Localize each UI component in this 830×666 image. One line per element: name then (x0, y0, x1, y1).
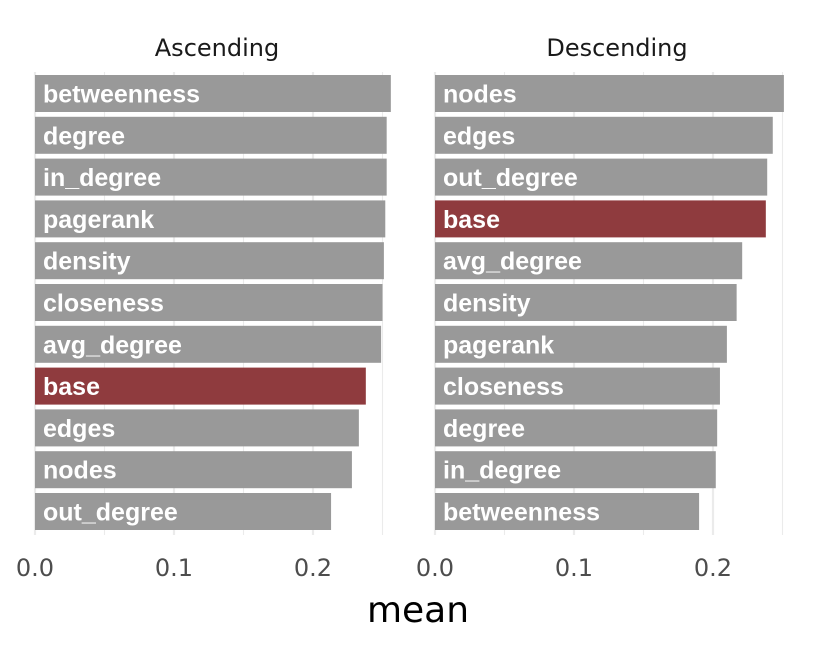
bar-ascending-avg-degree (35, 325, 382, 363)
bar-ascending-pagerank (35, 200, 386, 238)
bar-ascending-out-degree (35, 493, 332, 530)
x-tick-label: 0.0 (16, 554, 54, 582)
x-tick-label: 0.0 (416, 554, 454, 582)
bar-ascending-edges (35, 409, 359, 447)
bar-label: nodes (43, 457, 117, 485)
bar-label: edges (43, 415, 115, 443)
bar-label: base (43, 373, 100, 401)
bar-descending-avg-degree (435, 242, 743, 280)
bar-ascending-closeness (35, 284, 383, 321)
bar-descending-nodes (435, 75, 784, 112)
facet-title-ascending: Ascending (155, 34, 279, 62)
bar-label: in_degree (443, 457, 561, 485)
bar-descending-base (435, 200, 766, 238)
bar-label: out_degree (443, 164, 578, 192)
bar-label: closeness (443, 373, 564, 401)
panel-ascending: betweenness degree in_degree pagerank densit… (16, 34, 391, 582)
bar-label: density (443, 290, 531, 318)
bar-descending-out-degree (435, 158, 768, 196)
bar-label: betweenness (43, 81, 200, 109)
x-tick-label: 0.2 (694, 554, 732, 582)
bar-label: avg_degree (443, 248, 582, 276)
x-tick-label: 0.1 (555, 554, 593, 582)
x-tick-label: 0.1 (155, 554, 193, 582)
bar-ascending-base (35, 367, 366, 405)
x-tick-label: 0.2 (294, 554, 332, 582)
bar-label: closeness (43, 290, 164, 318)
bar-label: pagerank (43, 206, 154, 234)
facet-title-descending: Descending (546, 34, 687, 62)
bar-label: out_degree (43, 499, 178, 527)
bar-label: avg_degree (43, 331, 182, 359)
bar-descending-closeness (435, 367, 720, 405)
bar-descending-density (435, 284, 737, 321)
bar-descending-edges (435, 116, 773, 154)
x-axis-title: mean (367, 590, 469, 631)
bar-ascending-nodes (35, 451, 352, 489)
bar-descending-degree (435, 409, 718, 447)
bar-label: in_degree (43, 164, 161, 192)
bar-label: base (443, 206, 500, 234)
bar-label: nodes (443, 81, 517, 109)
bar-label: betweenness (443, 499, 600, 527)
bar-ascending-density (35, 242, 384, 280)
bar-label: pagerank (443, 331, 554, 359)
bar-descending-betweenness (435, 493, 700, 530)
bar-descending-in-degree (435, 451, 716, 489)
bar-label: density (43, 248, 131, 276)
bar-label: edges (443, 122, 515, 150)
bar-ascending-betweenness (35, 75, 391, 112)
bar-label: degree (443, 415, 525, 443)
bar-label: degree (43, 122, 125, 150)
bar-ascending-in-degree (35, 158, 387, 196)
bar-descending-pagerank (435, 325, 727, 363)
bar-ascending-degree (35, 116, 387, 154)
